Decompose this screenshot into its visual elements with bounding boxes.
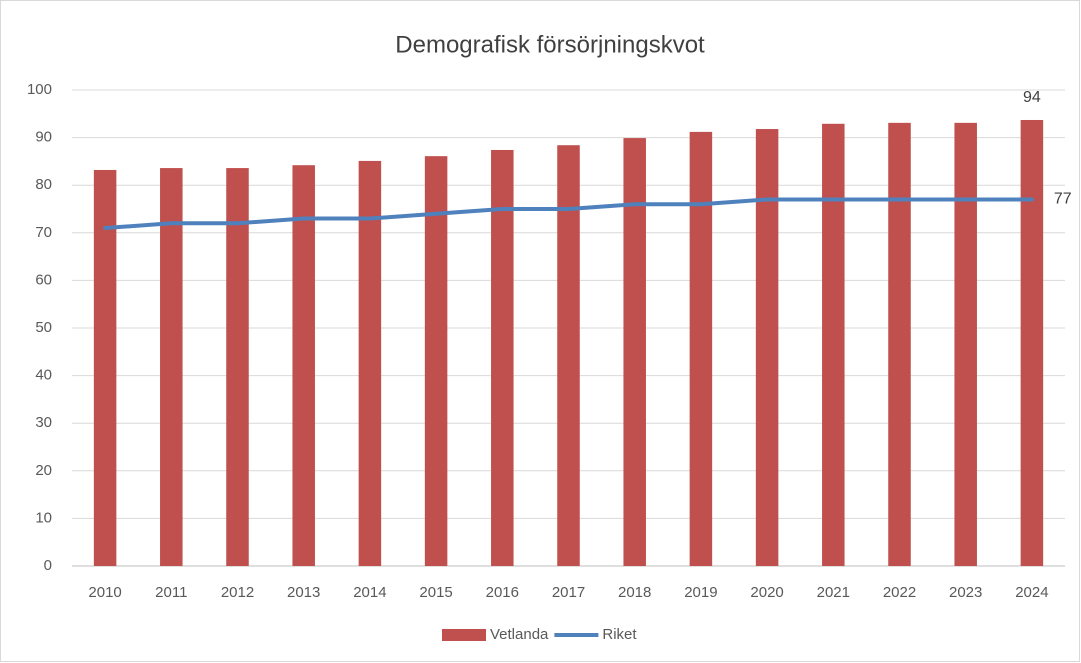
x-tick-label: 2023	[949, 584, 982, 601]
bar	[755, 129, 779, 567]
y-tick-label: 0	[44, 557, 52, 574]
y-tick-label: 20	[35, 462, 52, 479]
chart-title: Demografisk försörjningskvot	[395, 31, 705, 58]
x-tick-label: 2022	[883, 584, 916, 601]
bar	[822, 123, 845, 567]
x-tick-label: 2017	[552, 584, 585, 601]
y-tick-label: 80	[35, 176, 52, 193]
x-tick-label: 2016	[486, 584, 519, 601]
y-tick-label: 30	[35, 414, 52, 431]
data-label: 77	[1054, 191, 1072, 208]
x-tick-label: 2011	[155, 584, 187, 601]
x-tick-label: 2024	[1015, 584, 1048, 601]
line	[103, 197, 1034, 231]
bar	[93, 169, 117, 566]
bar	[623, 138, 646, 567]
bar	[160, 168, 183, 566]
y-tick-label: 40	[35, 367, 52, 384]
x-tick-label: 2019	[684, 584, 717, 601]
x-tick-label: 2013	[287, 584, 320, 601]
x-tick-label: 2015	[419, 584, 452, 601]
bar	[689, 131, 713, 566]
x-tick-label: 2014	[353, 584, 386, 601]
bar	[888, 122, 911, 567]
legend-label: Vetlanda	[490, 626, 549, 643]
bar	[226, 168, 249, 566]
y-tick-label: 70	[35, 224, 52, 241]
bar	[292, 165, 315, 566]
bar	[491, 149, 514, 566]
bar	[1020, 119, 1044, 566]
legend-label: Riket	[602, 626, 637, 643]
bar	[557, 145, 580, 566]
bar	[358, 160, 382, 566]
y-tick-label: 60	[35, 271, 52, 288]
x-tick-label: 2020	[750, 584, 783, 601]
bar	[954, 122, 977, 567]
x-tick-label: 2012	[221, 584, 254, 601]
y-tick-label: 10	[35, 509, 52, 526]
x-tick-label: 2018	[618, 584, 651, 601]
x-tick-label: 2010	[88, 584, 121, 601]
bar	[424, 156, 448, 566]
y-tick-label: 100	[27, 81, 52, 98]
y-tick-label: 90	[35, 129, 52, 146]
legend-swatch	[442, 629, 486, 641]
y-tick-label: 50	[35, 319, 52, 336]
x-tick-label: 2021	[817, 584, 850, 601]
data-label: 94	[1023, 89, 1041, 106]
